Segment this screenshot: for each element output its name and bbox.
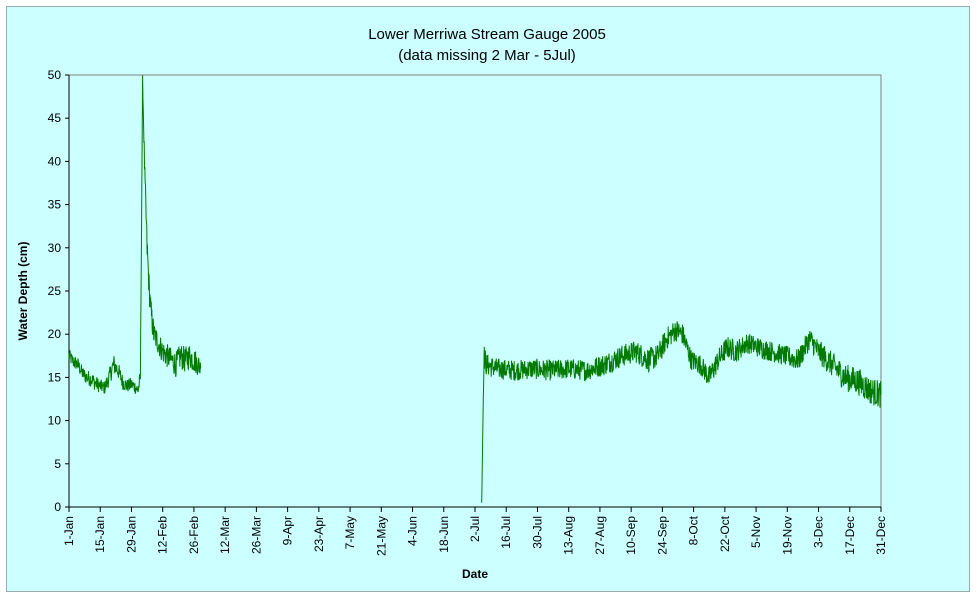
x-axis: 1-Jan 15-Jan 29-Jan 12-Feb 26-Feb 12-Mar 26-Ma…	[62, 506, 888, 556]
x-tick-label: 19-Nov	[780, 516, 794, 555]
x-tick-label: 9-Apr	[281, 516, 295, 545]
chart-svg: Lower Merriwa Stream Gauge 2005 (data mi…	[16, 26, 888, 581]
y-tick-label: 30	[48, 241, 62, 255]
x-tick-label: 26-Mar	[249, 516, 263, 554]
x-tick-label: 21-May	[374, 516, 388, 556]
x-tick-label: 24-Sep	[655, 516, 669, 555]
x-tick-label: 4-Jun	[406, 516, 420, 546]
x-axis-title: Date	[462, 567, 488, 581]
chart-frame: Lower Merriwa Stream Gauge 2005 (data mi…	[6, 6, 970, 592]
x-tick-label: 3-Dec	[812, 516, 826, 548]
x-tick-label: 17-Dec	[843, 516, 857, 555]
x-tick-label: 26-Feb	[187, 516, 201, 554]
x-tick-label: 30-Jul	[530, 516, 544, 549]
x-tick-label: 27-Aug	[593, 516, 607, 555]
x-tick-label: 15-Jan	[93, 516, 107, 553]
x-tick-label: 18-Jun	[437, 516, 451, 553]
x-tick-label: 10-Sep	[624, 516, 638, 555]
series-line-segment-1	[68, 75, 202, 394]
x-tick-label: 2-Jul	[468, 516, 482, 542]
y-tick-label: 45	[48, 111, 62, 125]
x-tick-label: 13-Aug	[562, 516, 576, 555]
y-tick-label: 10	[48, 414, 62, 428]
y-tick-label: 15	[48, 370, 62, 384]
y-tick-label: 20	[48, 327, 62, 341]
chart-title: Lower Merriwa Stream Gauge 2005	[368, 26, 606, 43]
x-tick-label: 7-May	[343, 516, 357, 549]
y-axis: 0 5 10 15 20 25 30 35 40 45 50	[48, 68, 70, 514]
y-tick-label: 0	[54, 500, 61, 514]
y-axis-title: Water Depth (cm)	[16, 242, 30, 341]
y-tick-label: 35	[48, 198, 62, 212]
x-tick-label: 8-Oct	[687, 515, 701, 545]
x-tick-label: 23-Apr	[312, 516, 326, 552]
x-tick-label: 16-Jul	[499, 516, 513, 549]
x-tick-label: 22-Oct	[718, 515, 732, 552]
series-line-segment-2	[481, 321, 882, 503]
x-tick-label: 1-Jan	[62, 516, 76, 546]
y-tick-label: 50	[48, 68, 62, 82]
x-tick-label: 5-Nov	[749, 516, 763, 548]
x-tick-label: 31-Dec	[874, 516, 888, 555]
chart-subtitle: (data missing 2 Mar - 5Jul)	[398, 47, 576, 64]
y-tick-label: 25	[48, 284, 62, 298]
series-group	[68, 75, 882, 503]
y-tick-label: 40	[48, 154, 62, 168]
x-tick-label: 12-Mar	[218, 516, 232, 554]
x-tick-label: 29-Jan	[124, 516, 138, 553]
plot-area	[68, 74, 882, 508]
y-tick-label: 5	[54, 457, 61, 471]
x-tick-label: 12-Feb	[156, 516, 170, 554]
